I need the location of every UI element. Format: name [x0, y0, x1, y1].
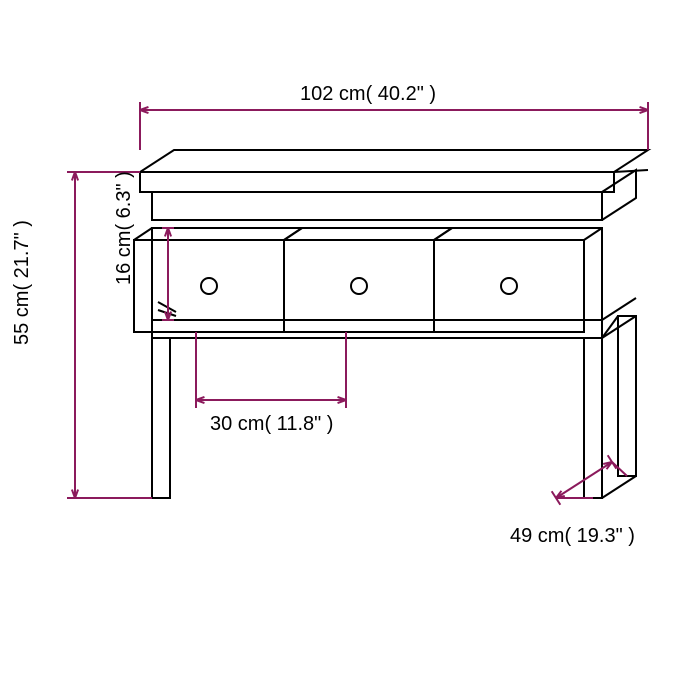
dimension-height-label: 55 cm( 21.7" ): [11, 220, 33, 345]
dimension-diagram: 102 cm( 40.2" ) 55 cm( 21.7" ) 16 cm( 6.3"…: [0, 0, 700, 700]
dimension-drawer-width-label: 30 cm( 11.8" ): [210, 413, 333, 435]
dimension-drawer-height-label: 16 cm( 6.3" ): [113, 171, 135, 285]
dimension-depth-label: 49 cm( 19.3" ): [510, 525, 635, 547]
dimension-width-label: 102 cm( 40.2" ): [300, 83, 436, 105]
